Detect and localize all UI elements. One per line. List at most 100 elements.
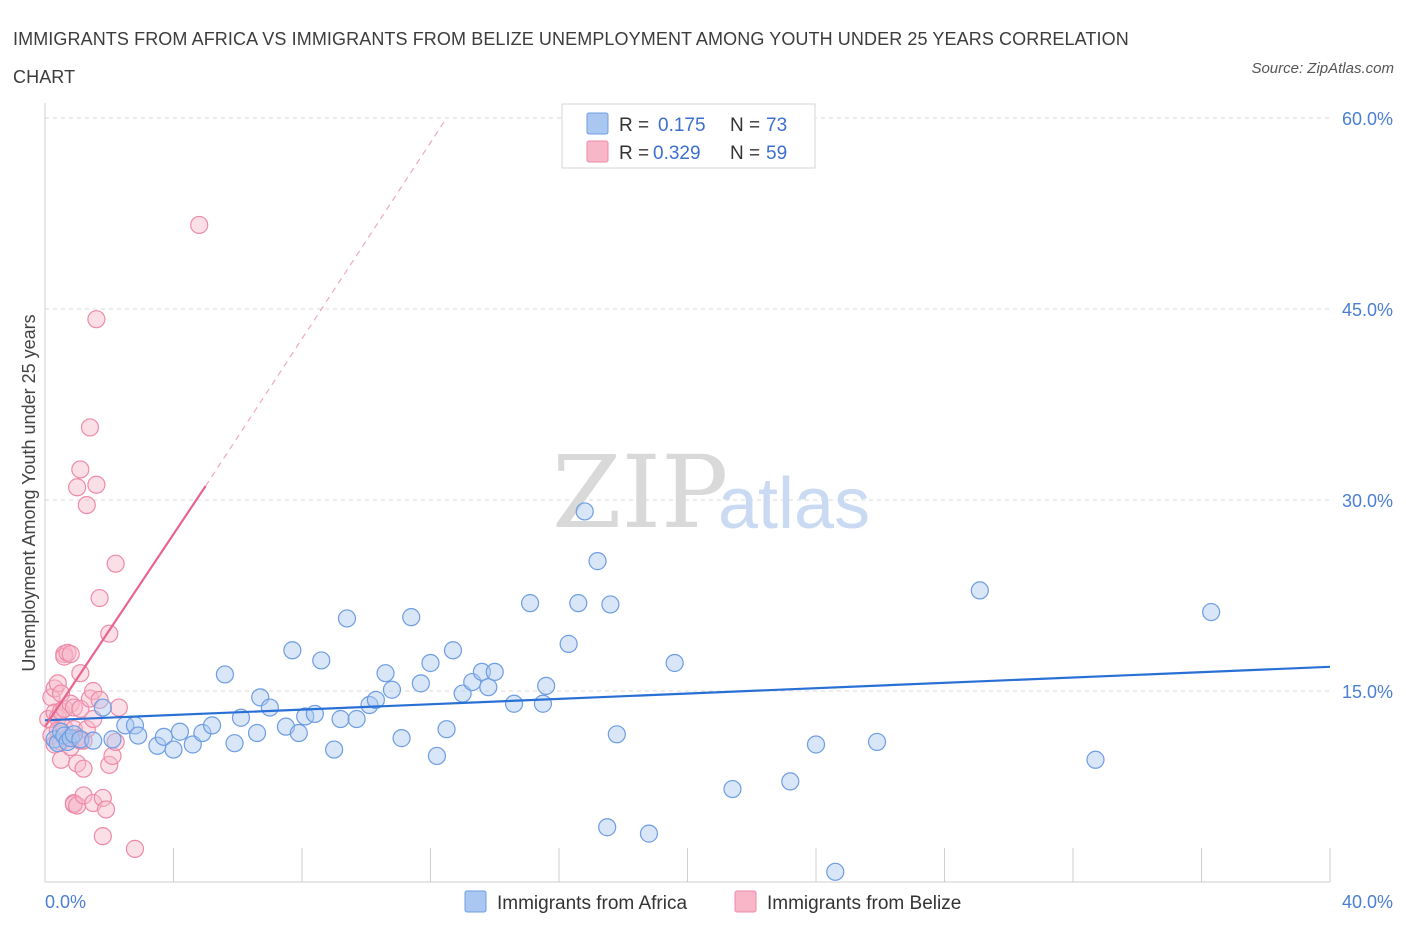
- africa-point: [665, 653, 684, 673]
- africa-point: [537, 676, 556, 696]
- watermark: ZIP atlas: [552, 434, 870, 551]
- bottom-legend-belize-label: Immigrants from Belize: [767, 893, 961, 914]
- africa-point: [129, 726, 148, 745]
- africa-point: [376, 664, 395, 683]
- belize-point: [96, 800, 116, 819]
- africa-point: [472, 662, 491, 682]
- africa-point: [283, 641, 302, 660]
- africa-trend-line: [44, 665, 1331, 722]
- y-tick-label: 45.0%: [1342, 300, 1393, 320]
- africa-point: [289, 723, 308, 743]
- africa-point: [520, 594, 540, 613]
- africa-point: [260, 698, 279, 717]
- bottom-legend-africa-swatch: [464, 890, 487, 913]
- y-tick-label: 30.0%: [1342, 491, 1393, 511]
- africa-point: [479, 678, 498, 697]
- africa-point: [231, 708, 251, 727]
- africa-point: [607, 725, 626, 744]
- africa-point: [806, 735, 826, 754]
- chart-title: IMMIGRANTS FROM AFRICA VS IMMIGRANTS FRO…: [13, 29, 1129, 87]
- africa-point: [325, 740, 344, 759]
- y-tick-label: 60.0%: [1342, 109, 1393, 129]
- africa-point: [347, 709, 366, 729]
- belize-point: [90, 588, 109, 608]
- belize-trend-extension: [205, 117, 448, 487]
- africa-point: [437, 720, 456, 739]
- top-legend: R = 0.175 N = 73 R = 0.329 N = 59: [561, 103, 816, 169]
- africa-point: [402, 608, 421, 627]
- africa-point: [588, 552, 607, 571]
- belize-point: [64, 698, 84, 717]
- africa-point: [337, 609, 357, 628]
- watermark-zip: ZIP: [552, 434, 728, 551]
- africa-point: [84, 731, 103, 750]
- africa-point: [247, 723, 267, 743]
- legend-africa-swatch: [586, 112, 609, 135]
- belize-point: [80, 418, 100, 437]
- axis-layer: 15.0% 30.0% 45.0% 60.0% 0.0% 40.0%: [44, 103, 1393, 912]
- africa-point: [639, 824, 659, 843]
- africa-point: [781, 772, 800, 791]
- africa-point: [443, 641, 463, 660]
- africa-point: [427, 746, 447, 766]
- belize-point: [48, 674, 67, 693]
- africa-point: [1086, 750, 1105, 769]
- africa-point: [331, 709, 350, 729]
- bottom-legend-africa-label: Immigrants from Africa: [497, 893, 687, 914]
- africa-point: [392, 729, 411, 748]
- africa-point: [215, 665, 234, 684]
- africa-point: [225, 734, 244, 753]
- africa-point: [164, 740, 183, 759]
- y-tick-label: 15.0%: [1342, 682, 1393, 702]
- belize-point: [77, 495, 96, 515]
- africa-point: [366, 690, 385, 710]
- africa-point: [103, 730, 122, 749]
- legend-belize-r-value: 0.329: [653, 143, 701, 164]
- africa-point: [533, 694, 553, 713]
- africa-point: [569, 594, 588, 613]
- africa-point: [601, 595, 620, 614]
- belize-points: [39, 215, 209, 858]
- belize-point: [71, 460, 90, 479]
- africa-point: [382, 680, 402, 699]
- belize-point: [106, 732, 125, 752]
- africa-point: [170, 722, 190, 741]
- legend-belize-n-value: 59: [766, 143, 787, 164]
- africa-point: [312, 651, 331, 670]
- legend-africa-r-value: 0.175: [658, 115, 706, 136]
- africa-point: [867, 732, 887, 752]
- africa-point: [575, 502, 594, 521]
- belize-point: [93, 788, 112, 808]
- belize-point: [125, 839, 145, 858]
- belize-point: [61, 644, 80, 664]
- belize-trend-line: [44, 485, 207, 728]
- africa-point: [826, 862, 845, 881]
- belize-point: [93, 827, 112, 846]
- belize-point: [68, 478, 87, 497]
- belize-point: [190, 215, 209, 235]
- africa-point: [411, 674, 430, 693]
- grid-layer: [45, 117, 1330, 692]
- bottom-legend-belize-swatch: [734, 890, 757, 913]
- africa-point: [154, 727, 173, 746]
- africa-point: [723, 779, 742, 799]
- africa-point: [421, 653, 440, 673]
- legend-africa-r-label: R =: [619, 115, 649, 136]
- belize-point: [87, 310, 106, 329]
- africa-point: [504, 694, 524, 713]
- bottom-legend: Immigrants from Africa Immigrants from B…: [464, 890, 961, 914]
- legend-belize-n-label: N =: [730, 143, 760, 164]
- watermark-atlas: atlas: [718, 464, 870, 544]
- belize-point: [74, 786, 93, 805]
- africa-point: [202, 716, 222, 735]
- trend-layer: [44, 117, 1331, 728]
- africa-point: [970, 581, 989, 600]
- belize-point: [109, 698, 128, 717]
- africa-point: [71, 730, 90, 749]
- africa-point: [1202, 602, 1221, 622]
- belize-point: [74, 759, 93, 778]
- legend-belize-r-label: R =: [619, 143, 649, 164]
- legend-belize-swatch: [586, 140, 609, 163]
- africa-point: [93, 698, 112, 717]
